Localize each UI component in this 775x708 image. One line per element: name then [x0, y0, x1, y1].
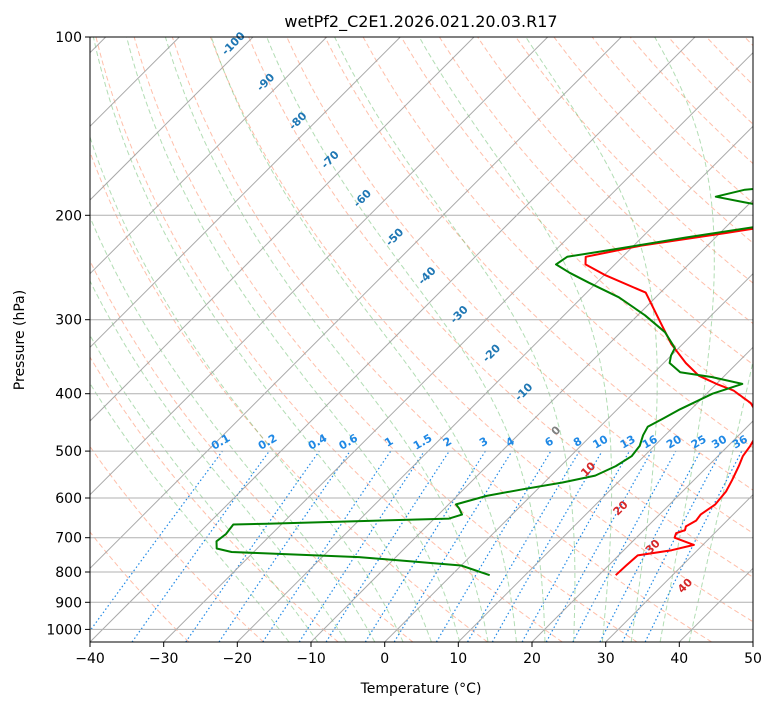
x-tick-label: −30: [149, 651, 179, 667]
mixing-ratio-line: [393, 450, 513, 642]
dry-adiabat: [324, 37, 753, 491]
dry-adiabat: [438, 37, 753, 366]
moist-adiabat: [126, 37, 461, 642]
moist-adiabat: [688, 358, 753, 642]
x-tick-label: −40: [75, 651, 105, 667]
dry-adiabat: [591, 37, 753, 204]
x-tick-label: 30: [597, 651, 615, 667]
mixing-ratio-line: [572, 450, 677, 642]
x-tick-label: −20: [223, 651, 253, 667]
chart-title: wetPf2_C2E1.2026.021.20.03.R17: [284, 12, 557, 32]
dry-adiabat: [171, 37, 712, 642]
isotherm: [90, 37, 622, 570]
x-tick-label: 20: [523, 651, 541, 667]
isotherm: [90, 37, 254, 201]
mixing-ratio-line: [545, 450, 653, 642]
background-lines: [90, 37, 753, 642]
moist-adiabat: [525, 37, 658, 642]
dry-adiabat: [133, 37, 638, 642]
x-axis-label: Temperature (°C): [360, 681, 482, 697]
dewpoint-profile: [215, 188, 753, 577]
isotherm: [605, 493, 753, 642]
x-tick-label: 50: [744, 651, 762, 667]
isotherm: [236, 125, 753, 642]
dry-adiabat: [248, 37, 753, 578]
y-tick-label: 100: [55, 30, 82, 46]
moist-adiabat: [90, 135, 404, 642]
y-tick-label: 600: [55, 491, 82, 507]
mixing-ratio-line: [644, 450, 743, 642]
moist-adiabat: [210, 37, 517, 642]
dry-adiabat: [210, 37, 753, 623]
x-tick-label: 10: [449, 651, 467, 667]
moist-adiabat: [164, 37, 489, 642]
isotherm: [90, 37, 549, 496]
isotherm: [531, 420, 753, 642]
x-tick-label: −10: [296, 651, 326, 667]
moist-adiabat: [334, 37, 576, 642]
mixing-ratio-line: [131, 450, 270, 642]
y-tick-label: 800: [55, 565, 82, 581]
dry-adiabat: [90, 531, 190, 642]
moist-adiabat: [92, 37, 432, 642]
mixing-ratio-line: [185, 450, 320, 642]
temperature-profile: [584, 227, 753, 576]
y-tick-label: 200: [55, 208, 82, 224]
mixing-ratio-line: [521, 450, 631, 642]
y-tick-label: 1000: [46, 622, 82, 638]
y-tick-label: 700: [55, 531, 82, 547]
mixing-ratio-line: [90, 450, 223, 632]
isotherm: [163, 51, 753, 642]
isotherm: [90, 37, 328, 275]
isotherm: [90, 37, 401, 349]
y-tick-label: 400: [55, 387, 82, 403]
y-axis-label: Pressure (hPa): [12, 290, 28, 390]
x-tick-label: 40: [670, 651, 688, 667]
dry-adiabat: [286, 37, 753, 534]
x-tick-label: 0: [380, 651, 389, 667]
dry-adiabat: [400, 37, 753, 407]
isotherm: [310, 199, 753, 642]
isotherm: [90, 37, 696, 642]
dry-adiabat: [90, 150, 488, 642]
plot-frame: [89, 36, 754, 643]
dry-adiabat: [553, 37, 753, 244]
y-tick-label: 500: [55, 444, 82, 460]
axes: −40 −30 −20 −10 0 10 20 30 40 50 1000 900 800 700 600 5…: [46, 30, 762, 667]
moist-adiabat: [90, 382, 290, 642]
mixing-ratio-line: [218, 450, 351, 642]
mixing-ratio-line: [298, 450, 425, 642]
dry-adiabat: [477, 37, 753, 325]
isotherm: [384, 272, 753, 642]
mixing-ratio-line: [325, 450, 450, 642]
series-layer: [215, 188, 753, 577]
dry-adiabat: [90, 356, 339, 642]
moist-adiabat: [90, 334, 319, 642]
plot-area: [90, 37, 753, 642]
moist-adiabat: [654, 37, 715, 642]
isotherm: [90, 37, 475, 422]
dry-adiabat: [90, 259, 414, 642]
moist-adiabat: [418, 37, 613, 642]
y-tick-label: 300: [55, 313, 82, 329]
moist-adiabat: [266, 37, 546, 642]
y-tick-label: 900: [55, 595, 82, 611]
isotherm: [457, 346, 753, 642]
moist-adiabat: [90, 215, 376, 642]
mixing-ratio-line: [262, 450, 392, 642]
dry-adiabat: [95, 37, 563, 642]
